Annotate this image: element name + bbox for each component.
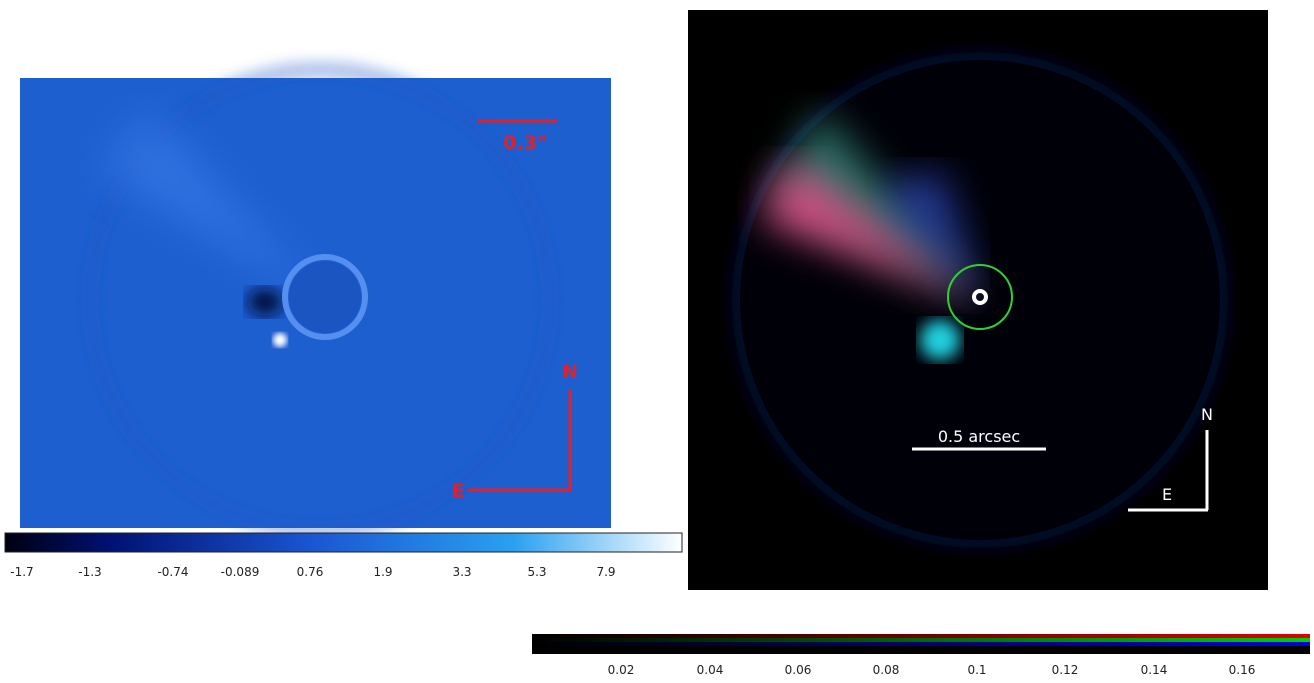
left-colorbar (5, 533, 682, 552)
left-image: 0.3" N E (20, 70, 611, 530)
east-label: E (1162, 485, 1172, 504)
colorbar-tick-label: 7.9 (596, 565, 615, 579)
colorbar-tick-label: 0.08 (873, 663, 900, 677)
right-image: 0.5 arcsec N E (688, 10, 1268, 590)
scale-label: 0.5 arcsec (938, 427, 1020, 446)
colorbar-tick-label: -0.089 (221, 565, 260, 579)
north-label: N (1201, 405, 1213, 424)
left-colorbar-ticks: -1.7 -1.3 -0.74 -0.089 0.76 1.9 3.3 5.3 7.9 (10, 565, 615, 579)
colorbar-tick-label: 1.9 (373, 565, 392, 579)
colorbar-tick-label: 3.3 (452, 565, 471, 579)
colorbar-tick-label: 0.76 (297, 565, 324, 579)
colorbar-tick-label: -1.3 (78, 565, 101, 579)
colorbar-tick-label: 0.04 (697, 663, 724, 677)
right-colorbar-ticks: 0.02 0.04 0.06 0.08 0.1 0.12 0.14 0.16 (608, 663, 1256, 677)
east-label: E (452, 480, 465, 502)
colorbar-tick-label: -0.74 (157, 565, 188, 579)
figure: 0.3" N E -1.7 -1.3 -0.74 -0.089 0.76 1.9 3.3 5.… (0, 0, 1314, 683)
right-colorbar (532, 634, 1310, 654)
colorbar-tick-label: 0.14 (1141, 663, 1168, 677)
colorbar-tick-label: -1.7 (10, 565, 33, 579)
colorbar-tick-label: 0.16 (1229, 663, 1256, 677)
colorbar-tick-label: 5.3 (527, 565, 546, 579)
colorbar-tick-label: 0.06 (785, 663, 812, 677)
colorbar-tick-label: 0.02 (608, 663, 635, 677)
colorbar-tick-label: 0.12 (1052, 663, 1079, 677)
scale-label: 0.3" (503, 132, 547, 154)
colorbar-tick-label: 0.1 (967, 663, 986, 677)
north-label: N (562, 361, 578, 383)
